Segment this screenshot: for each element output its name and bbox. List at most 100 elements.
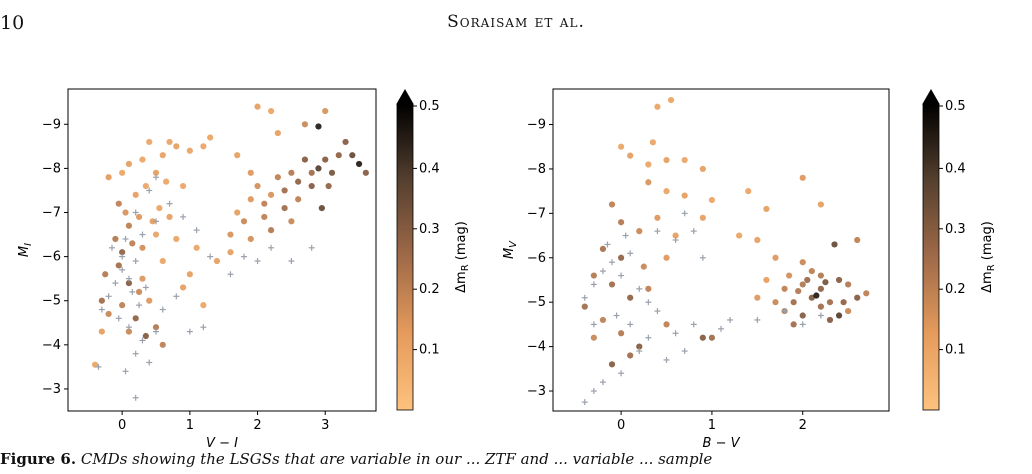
variable-point	[835, 276, 843, 284]
variable-point	[799, 281, 806, 288]
variable-point	[854, 236, 861, 244]
variable-point	[840, 299, 847, 306]
variable-point	[808, 267, 815, 275]
variable-point	[736, 232, 743, 239]
nonvariable-point	[727, 316, 734, 323]
nonvariable-point	[180, 213, 187, 220]
variable-point	[618, 219, 625, 226]
variable-point	[166, 213, 173, 221]
colorbar-label-subscript: R	[986, 264, 997, 271]
nonvariable-point	[604, 241, 611, 248]
variable-point	[863, 290, 870, 297]
nonvariable-point	[590, 321, 597, 328]
variable-point	[627, 294, 634, 301]
variable-point	[772, 299, 779, 306]
variable-point	[135, 288, 143, 296]
nonvariable-point	[186, 328, 193, 335]
nonvariable-point	[699, 254, 706, 261]
variable-point	[132, 191, 139, 198]
variable-point	[159, 152, 166, 159]
variable-point	[663, 254, 670, 261]
cmd-panel-1: 0 1 2 3 −3 −4 −5 −6 −7 −8 −9 V − I MI	[17, 88, 377, 451]
nonvariable-point	[227, 271, 234, 278]
variable-point	[590, 334, 597, 341]
nonvariable-point	[139, 337, 146, 344]
variable-point	[315, 123, 322, 130]
y-tick-label: −7	[42, 206, 61, 221]
variable-point	[817, 272, 824, 279]
nonvariable-point	[681, 348, 688, 355]
variable-point	[355, 160, 363, 168]
variable-point	[267, 191, 275, 198]
nonvariable-point	[125, 275, 132, 282]
colorbar-label-unit: (mag)	[980, 221, 995, 264]
colorbar-1: 0.1 0.2 0.3 0.4 0.5 ΔmR (mag)	[396, 88, 471, 411]
variable-point	[274, 130, 281, 137]
variable-point	[274, 174, 281, 181]
colorbar-tick-label: 0.4	[945, 161, 966, 176]
variable-point	[159, 341, 166, 348]
cmd-panel-2: 0 1 2 −3 −4 −5 −6 −7 −8 −9 B − V MV	[502, 88, 890, 451]
nonvariable-point	[627, 250, 634, 257]
variable-point	[813, 292, 820, 299]
variable-point	[772, 254, 779, 261]
variable-point	[281, 204, 288, 212]
variable-point	[173, 143, 180, 150]
nonvariable-point	[754, 316, 761, 323]
variable-point	[163, 178, 170, 185]
nonvariable-point	[718, 325, 724, 332]
nonvariable-point	[146, 359, 153, 366]
variable-point	[786, 272, 793, 279]
variable-point	[599, 245, 607, 252]
variable-point	[318, 204, 325, 212]
variable-point	[146, 297, 153, 304]
plot-frame	[67, 88, 377, 412]
variable-point	[267, 107, 275, 115]
caption-label: Figure 6.	[0, 450, 77, 468]
x-tick-label: 0	[617, 418, 625, 433]
variable-point	[247, 196, 254, 203]
variable-point	[362, 169, 369, 176]
colorbar-tick-label: 0.5	[945, 99, 966, 114]
nonvariable-point	[308, 244, 315, 251]
variable-point	[142, 332, 149, 340]
variable-point	[817, 285, 824, 292]
nonvariable-point	[690, 321, 697, 328]
nonvariable-point	[590, 281, 597, 288]
nonvariable-point	[132, 209, 139, 216]
y-tick-label: −9	[42, 117, 61, 132]
variable-point	[627, 352, 634, 359]
variable-point	[645, 285, 652, 292]
y-tick-label: −7	[527, 206, 546, 221]
variable-point	[645, 161, 652, 168]
y-tick-label: −8	[527, 162, 546, 177]
x-axis-label: V − I	[206, 436, 238, 451]
nonvariable-point	[122, 235, 129, 242]
nonvariable-point	[799, 321, 806, 328]
variable-point	[261, 213, 268, 221]
variable-point	[649, 139, 656, 146]
variable-point	[200, 302, 207, 309]
nonvariable-point	[817, 312, 824, 319]
y-tick-label: −9	[527, 118, 546, 133]
variable-point	[261, 200, 268, 207]
nonvariable-point	[618, 370, 625, 377]
variable-point	[822, 279, 829, 286]
nonvariable-point	[622, 232, 629, 239]
nonvariable-point	[139, 231, 146, 238]
variable-point	[618, 143, 625, 150]
variable-point	[608, 201, 616, 208]
variable-point	[325, 182, 332, 190]
nonvariable-point	[153, 218, 159, 225]
nonvariable-point	[288, 258, 295, 265]
variable-point	[315, 165, 322, 172]
variable-point	[645, 179, 652, 186]
y-axis-label-subscript: I	[23, 243, 34, 246]
variable-point	[322, 107, 329, 115]
variable-point	[105, 174, 112, 181]
variable-point	[636, 343, 643, 350]
variable-point	[328, 169, 336, 176]
variable-point	[115, 262, 122, 269]
variable-point	[98, 328, 105, 335]
variable-point	[754, 294, 761, 301]
